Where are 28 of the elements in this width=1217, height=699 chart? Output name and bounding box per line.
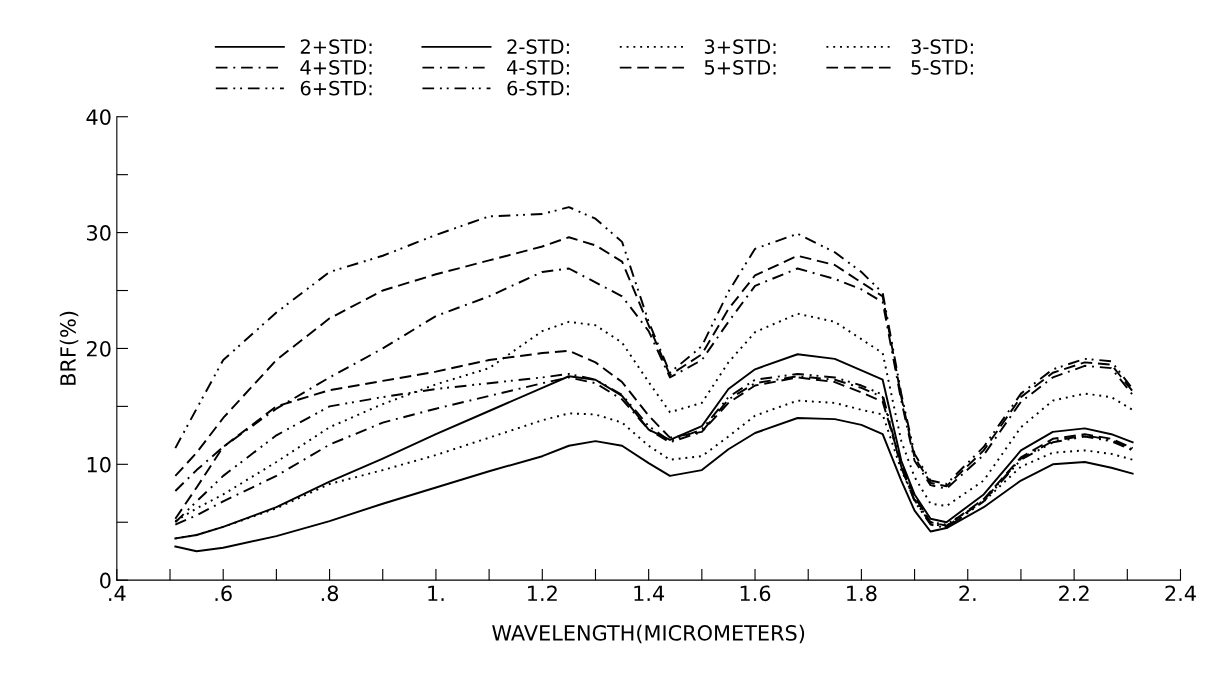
- legend-label: 4+STD:: [300, 59, 372, 75]
- y-tick-label: 0: [100, 572, 111, 589]
- y-tick-label: 20: [86, 340, 111, 357]
- x-axis-title: WAVELENGTH(MICROMETERS): [492, 624, 805, 644]
- y-tick-label: 40: [86, 109, 111, 125]
- legend-label: 3-STD:: [911, 39, 973, 54]
- x-tick-label: 1.2: [528, 585, 557, 601]
- legend-label: 2-STD:: [507, 39, 569, 54]
- x-tick-label: 2.: [959, 585, 976, 601]
- x-tick-label: 1.: [428, 585, 444, 601]
- y-tick-label: 30: [87, 225, 111, 241]
- legend-label: 5-STD:: [911, 59, 973, 75]
- legend-label: 4-STD:: [506, 59, 569, 75]
- x-tick-label: .8: [321, 585, 339, 602]
- y-axis-title: BRF(%): [59, 311, 79, 385]
- x-tick-label: .4: [109, 585, 126, 601]
- x-tick-label: 1.4: [634, 585, 665, 601]
- x-tick-label: 2.4: [1165, 585, 1196, 601]
- legend-label: 2+STD:: [300, 39, 372, 54]
- x-tick-label: 1.8: [847, 585, 877, 602]
- legend-label: 5+STD:: [704, 59, 776, 75]
- legend-label: 3+STD:: [704, 39, 776, 54]
- x-tick-label: .6: [215, 585, 232, 602]
- x-tick-label: 1.6: [740, 585, 771, 602]
- x-tick-label: 2.2: [1059, 585, 1089, 601]
- y-tick-label: 10: [87, 456, 111, 473]
- legend-label: 6+STD:: [300, 80, 372, 96]
- legend-label: 6-STD:: [507, 80, 569, 96]
